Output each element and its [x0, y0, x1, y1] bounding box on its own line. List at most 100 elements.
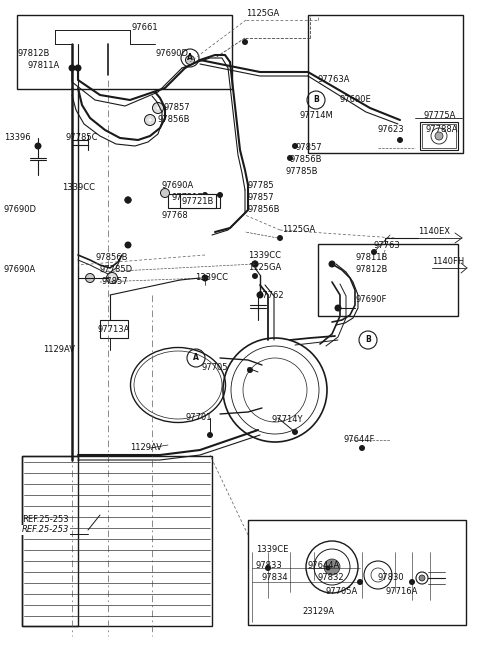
Circle shape — [202, 275, 208, 282]
Text: 97775A: 97775A — [424, 110, 456, 120]
Text: 97856B: 97856B — [158, 116, 191, 125]
Text: 13396: 13396 — [4, 134, 31, 143]
Text: 97690E: 97690E — [340, 96, 372, 105]
Text: 97833: 97833 — [256, 561, 283, 570]
Bar — [22, 456, 78, 626]
Circle shape — [324, 559, 340, 575]
Circle shape — [287, 155, 293, 161]
Text: 97644A: 97644A — [308, 561, 340, 570]
Text: REF.25-253: REF.25-253 — [22, 516, 69, 525]
Text: A: A — [187, 54, 193, 63]
Bar — [100, 320, 128, 338]
Circle shape — [35, 143, 41, 149]
Text: A: A — [193, 353, 199, 362]
Circle shape — [335, 304, 341, 311]
Circle shape — [419, 575, 425, 581]
Bar — [308, 15, 463, 153]
Text: 97690D: 97690D — [4, 205, 37, 214]
Text: 97812B: 97812B — [18, 50, 50, 59]
Text: 97785B: 97785B — [286, 167, 319, 176]
Bar — [420, 122, 458, 150]
Bar — [17, 15, 232, 89]
Bar — [248, 520, 466, 625]
Text: 1339CE: 1339CE — [256, 545, 288, 554]
Circle shape — [252, 260, 259, 267]
Circle shape — [148, 118, 152, 121]
Circle shape — [217, 192, 223, 198]
Circle shape — [153, 103, 164, 114]
Circle shape — [145, 115, 155, 125]
Text: B: B — [365, 335, 371, 344]
Text: 97857: 97857 — [163, 103, 190, 112]
Circle shape — [242, 39, 248, 45]
Circle shape — [69, 65, 75, 72]
Text: 1125GA: 1125GA — [246, 10, 279, 19]
Text: 1129AV: 1129AV — [130, 444, 162, 452]
Text: 1125GA: 1125GA — [248, 262, 281, 271]
Text: 97701: 97701 — [185, 413, 212, 422]
Text: 97763A: 97763A — [318, 76, 350, 85]
Text: 97856B: 97856B — [290, 156, 323, 165]
Text: 97690A: 97690A — [162, 180, 194, 189]
Circle shape — [409, 579, 415, 585]
Circle shape — [252, 260, 259, 267]
Bar — [422, 124, 456, 148]
Text: 97834: 97834 — [262, 574, 288, 583]
Text: 97856B: 97856B — [95, 253, 128, 262]
Circle shape — [252, 273, 258, 279]
Circle shape — [207, 432, 213, 438]
Circle shape — [74, 65, 82, 72]
Text: 1339CC: 1339CC — [195, 273, 228, 282]
Text: 97721B: 97721B — [172, 193, 204, 202]
Circle shape — [85, 273, 95, 282]
Circle shape — [86, 275, 94, 282]
Text: 97857: 97857 — [248, 193, 275, 202]
Text: 97763: 97763 — [374, 240, 401, 249]
Circle shape — [292, 429, 298, 435]
Text: 97644F: 97644F — [344, 435, 375, 444]
Circle shape — [202, 275, 208, 281]
Text: 97857: 97857 — [295, 143, 322, 152]
Text: B: B — [313, 96, 319, 105]
Text: 97661: 97661 — [132, 23, 158, 32]
Circle shape — [124, 196, 132, 203]
Circle shape — [359, 445, 365, 451]
Circle shape — [435, 132, 443, 140]
Text: 1140EX: 1140EX — [418, 227, 450, 236]
Circle shape — [247, 367, 253, 373]
Bar — [22, 456, 212, 626]
Circle shape — [397, 137, 403, 143]
Text: 97705A: 97705A — [326, 587, 358, 596]
Circle shape — [185, 56, 194, 65]
Text: 1339CC: 1339CC — [248, 251, 281, 260]
Text: 97690A: 97690A — [4, 266, 36, 275]
Circle shape — [156, 107, 159, 110]
Text: 97830: 97830 — [378, 574, 405, 583]
Text: 97705: 97705 — [202, 364, 228, 373]
Text: 97785D: 97785D — [100, 266, 133, 275]
Text: 1140FH: 1140FH — [432, 258, 464, 267]
Circle shape — [325, 565, 331, 570]
Circle shape — [153, 103, 163, 113]
Circle shape — [160, 189, 169, 198]
Circle shape — [277, 235, 283, 241]
Text: 97721B: 97721B — [182, 196, 214, 205]
Text: 97811B: 97811B — [356, 253, 388, 262]
Text: 97762: 97762 — [257, 291, 284, 300]
Text: 97690D: 97690D — [155, 50, 188, 59]
Text: 97713A: 97713A — [97, 326, 130, 335]
Text: 97716A: 97716A — [386, 587, 419, 596]
Circle shape — [162, 190, 168, 196]
Circle shape — [371, 249, 377, 255]
Text: 97857: 97857 — [102, 278, 129, 286]
Bar — [318, 244, 458, 316]
Text: 97785: 97785 — [248, 180, 275, 189]
Circle shape — [328, 260, 336, 267]
Circle shape — [292, 143, 298, 149]
Bar — [168, 194, 220, 208]
Text: 97812B: 97812B — [356, 266, 388, 275]
Text: 97623: 97623 — [378, 125, 405, 134]
Circle shape — [110, 276, 113, 280]
Text: 97811A: 97811A — [28, 61, 60, 70]
Circle shape — [144, 114, 156, 125]
